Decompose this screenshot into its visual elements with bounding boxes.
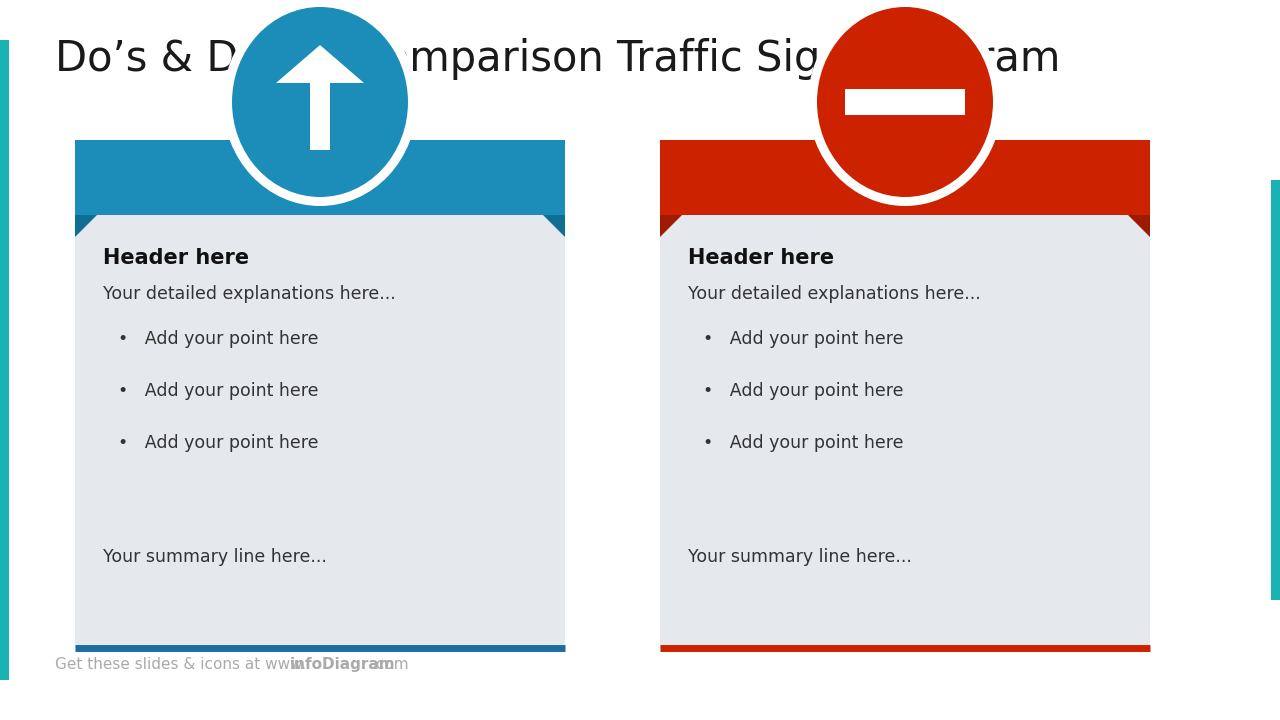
Text: Header here: Header here [102,248,250,268]
Bar [310,78,330,150]
Polygon shape [543,215,564,237]
Bar [76,140,564,215]
Bar [0,40,9,680]
Polygon shape [660,215,682,237]
Ellipse shape [223,0,417,206]
Text: •   Add your point here: • Add your point here [118,382,319,400]
Text: .com: .com [371,657,408,672]
Polygon shape [1128,215,1149,237]
Bar [1271,180,1280,600]
Ellipse shape [808,0,1002,206]
Text: •   Add your point here: • Add your point here [703,330,904,348]
Ellipse shape [817,7,993,197]
Text: •   Add your point here: • Add your point here [118,330,319,348]
Text: Your summary line here...: Your summary line here... [102,548,326,566]
Polygon shape [76,215,97,237]
Text: Your summary line here...: Your summary line here... [689,548,911,566]
Text: Do’s & Don’ts Comparison Traffic Signs Diagram: Do’s & Don’ts Comparison Traffic Signs D… [55,38,1060,80]
Bar [845,89,965,115]
Ellipse shape [232,7,408,197]
Text: Header here: Header here [689,248,835,268]
Text: Your detailed explanations here...: Your detailed explanations here... [689,285,980,303]
Text: •   Add your point here: • Add your point here [118,434,319,452]
Bar [76,140,564,648]
Text: •   Add your point here: • Add your point here [703,382,904,400]
Text: Your detailed explanations here...: Your detailed explanations here... [102,285,396,303]
Bar [660,140,1149,215]
Bar [660,140,1149,648]
Text: infoDiagram: infoDiagram [291,657,396,672]
Text: •   Add your point here: • Add your point here [703,434,904,452]
Text: Get these slides & icons at www.: Get these slides & icons at www. [55,657,306,672]
Polygon shape [276,45,364,83]
